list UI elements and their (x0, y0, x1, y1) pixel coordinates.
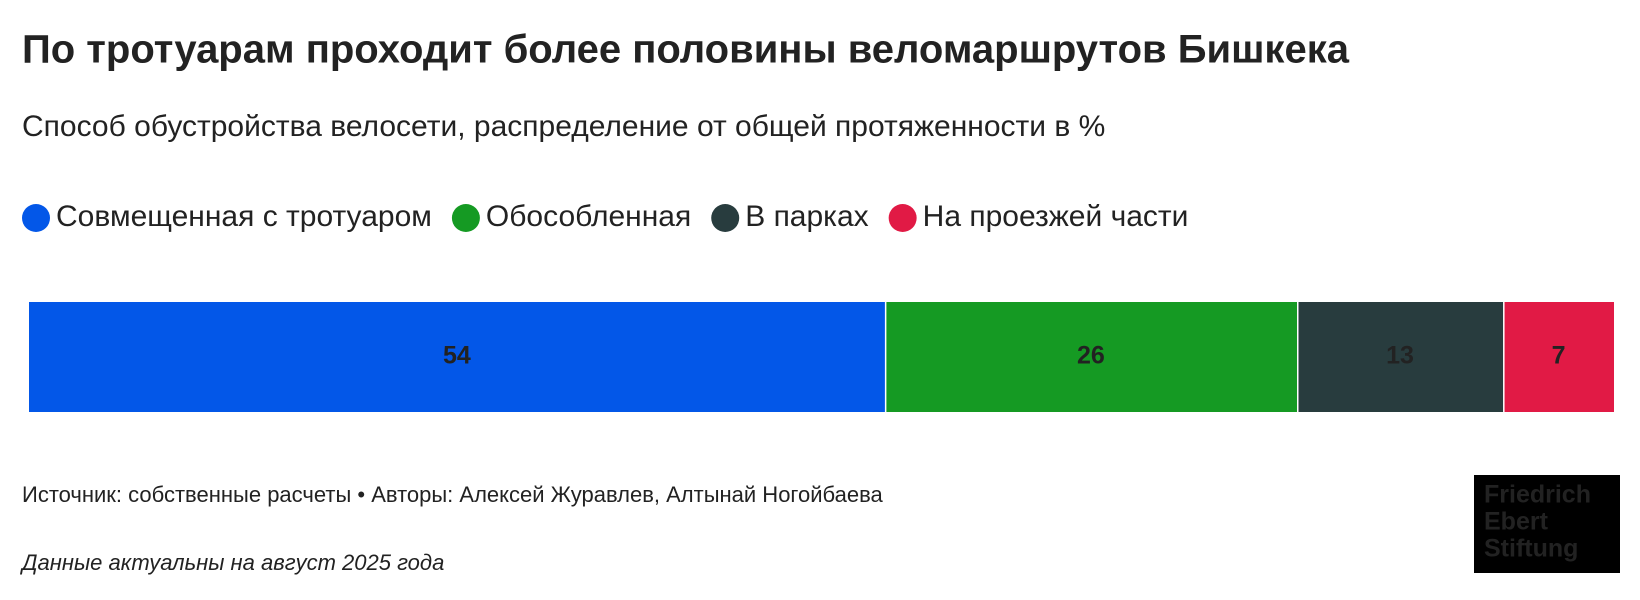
logo-text: Friedrich (1484, 481, 1591, 509)
logo-text: Ebert (1484, 508, 1549, 536)
chart-title: По тротуарам проходит более половины вел… (22, 28, 1350, 72)
legend-marker (451, 204, 480, 232)
bar-segment (886, 302, 1297, 412)
bar-stack: 54 26 13 7 (29, 302, 1614, 412)
legend-marker (22, 204, 50, 232)
note: Данные актуальны на август 2025 года (19, 550, 444, 575)
legend: Совмещенная с тротуаром Обособленная В пар… (22, 200, 1188, 233)
data-label: 26 (1077, 342, 1105, 370)
data-label: 7 (1552, 342, 1566, 370)
bar-segment (1504, 302, 1614, 412)
chart-subtitle: Способ обустройства велосети, распределе… (22, 110, 1105, 143)
bar-segment (29, 302, 885, 412)
legend-marker (711, 204, 740, 232)
legend-label: На проезжей части (923, 200, 1189, 233)
legend-label: Обособленная (486, 200, 691, 233)
logo-text: Stiftung (1484, 535, 1578, 563)
legend-marker (888, 204, 917, 232)
legend-label: Совмещенная с тротуаром (56, 200, 432, 233)
logo-box (1474, 475, 1620, 573)
legend-label: В парках (745, 200, 868, 233)
bar-segment (1298, 302, 1504, 412)
data-label: 54 (443, 342, 471, 370)
data-label: 13 (1386, 342, 1414, 370)
source: Источник: собственные расчеты • Авторы: … (22, 482, 884, 507)
